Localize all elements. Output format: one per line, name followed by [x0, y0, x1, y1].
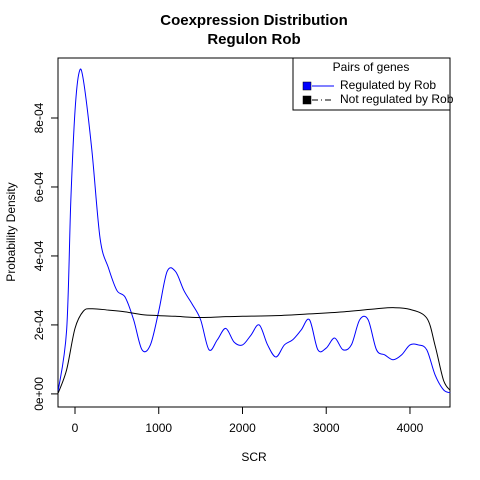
- chart-title: Coexpression Distribution: [160, 12, 348, 29]
- legend-swatch: [302, 95, 312, 105]
- legend-swatch: [302, 81, 312, 91]
- x-axis-label: SCR: [241, 450, 267, 464]
- y-tick-label: 8e-04: [32, 102, 46, 133]
- legend-label: Regulated by Rob: [340, 78, 436, 92]
- x-tick-label: 1000: [145, 421, 172, 435]
- density-line: [57, 307, 451, 394]
- chart-title: Regulon Rob: [207, 31, 300, 48]
- y-tick-label: 0e+00: [32, 377, 46, 411]
- x-tick-label: 4000: [397, 421, 424, 435]
- y-tick-label: 2e-04: [32, 309, 46, 340]
- x-tick-label: 2000: [229, 421, 256, 435]
- y-axis-label: Probability Density: [4, 182, 18, 281]
- x-tick-label: 3000: [313, 421, 340, 435]
- legend-label: Not regulated by Rob: [340, 92, 454, 106]
- legend-title: Pairs of genes: [333, 60, 410, 74]
- plot-frame: [57, 57, 451, 408]
- y-tick-label: 6e-04: [32, 171, 46, 202]
- x-tick-label: 0: [72, 421, 79, 435]
- legend-box: [292, 57, 451, 111]
- density-line: [57, 68, 451, 394]
- y-tick-label: 4e-04: [32, 240, 46, 271]
